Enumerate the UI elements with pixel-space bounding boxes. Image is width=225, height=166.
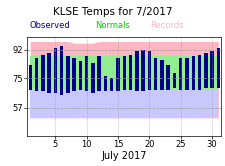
Bar (184, 58, 188, 90)
Bar (160, 60, 163, 90)
Bar (203, 53, 207, 88)
Bar (135, 51, 138, 91)
Text: Observed: Observed (29, 21, 70, 30)
Bar (147, 51, 151, 90)
Bar (72, 58, 76, 91)
Bar (153, 58, 157, 90)
Bar (178, 58, 182, 90)
Bar (191, 56, 194, 90)
Bar (28, 65, 32, 90)
Bar (66, 56, 69, 93)
Bar (122, 56, 126, 90)
Bar (78, 61, 82, 90)
Bar (216, 48, 219, 88)
Bar (128, 55, 132, 90)
Bar (209, 51, 213, 88)
Bar (91, 63, 94, 93)
Text: Records: Records (150, 21, 183, 30)
Bar (110, 78, 113, 91)
Bar (41, 55, 44, 91)
Bar (97, 56, 101, 91)
Bar (85, 56, 88, 91)
Bar (47, 53, 51, 93)
Bar (197, 55, 200, 90)
Bar (103, 76, 107, 91)
Bar (172, 73, 176, 88)
X-axis label: July 2017: July 2017 (101, 151, 146, 161)
Bar (141, 50, 144, 91)
Bar (60, 46, 63, 95)
Bar (35, 58, 38, 91)
Bar (166, 65, 169, 90)
Text: KLSE Temps for 7/2017: KLSE Temps for 7/2017 (53, 7, 172, 17)
Bar (53, 48, 57, 93)
Text: Normals: Normals (95, 21, 130, 30)
Bar (116, 58, 119, 91)
